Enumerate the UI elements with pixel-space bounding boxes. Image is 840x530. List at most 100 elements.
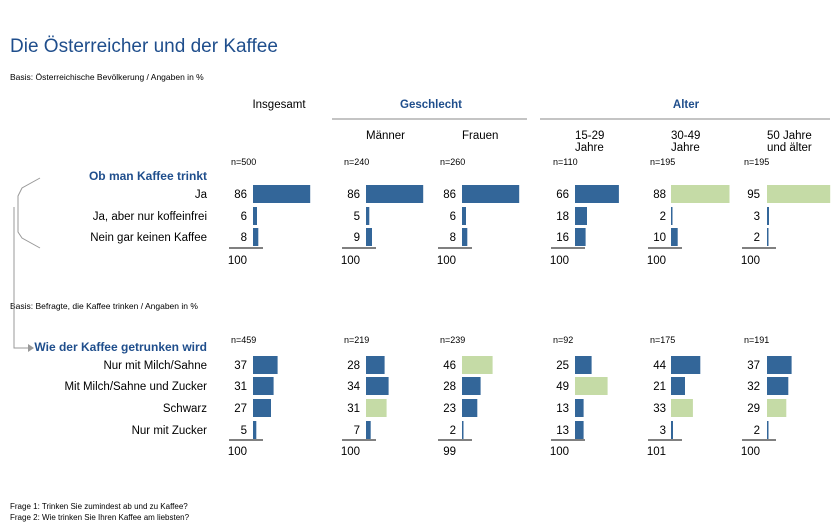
bar-0-1-2 [462,207,466,225]
value-label-1-2-2: 23 [443,403,456,415]
row-label-1-1: Mit Milch/Sahne und Zucker [64,381,207,393]
column-header-4-line-0: 30-49 [671,130,700,142]
bar-1-1-4 [671,377,685,395]
bar-1-3-0 [253,421,257,439]
bar-0-2-0 [253,228,259,246]
n-label-1-1: n=219 [344,335,369,345]
bar-1-2-4 [671,399,693,417]
total-label-1-1: 100 [341,446,360,458]
value-label-0-1-1: 5 [354,211,360,223]
n-label-1-2: n=239 [440,335,465,345]
value-label-1-0-4: 44 [653,360,666,372]
value-label-0-2-1: 9 [354,232,360,244]
group-header-geschlecht: Geschlecht [400,99,462,111]
connector-arrow-icon [28,344,34,352]
footnote-2: Frage 2: Wie trinken Sie Ihren Kaffee am… [10,513,190,522]
value-label-1-1-4: 21 [653,381,666,393]
total-label-1-3: 100 [550,446,569,458]
value-label-1-1-3: 49 [556,381,569,393]
column-header-4-line-1: Jahre [671,142,700,154]
value-label-1-0-5: 37 [747,360,760,372]
row-label-0-2: Nein gar keinen Kaffee [90,232,207,244]
bar-0-1-3 [575,207,587,225]
total-label-0-3: 100 [550,255,569,267]
n-label-1-4: n=175 [650,335,675,345]
value-label-0-0-3: 66 [556,189,569,201]
value-label-1-2-1: 31 [347,403,360,415]
value-label-1-3-3: 13 [556,425,569,437]
basis-note-1: Basis: Österreichische Bevölkerung / Ang… [10,72,204,82]
value-label-0-1-5: 3 [754,211,760,223]
value-label-0-2-0: 8 [241,232,247,244]
n-label-0-3: n=110 [553,157,578,167]
value-label-1-3-0: 5 [241,425,247,437]
value-label-0-2-3: 16 [556,232,569,244]
value-label-0-2-4: 10 [653,232,666,244]
section-heading-0: Ob man Kaffee trinkt [89,169,207,183]
bar-0-1-0 [253,207,257,225]
bar-1-1-1 [366,377,389,395]
value-label-0-0-0: 86 [234,189,247,201]
value-label-1-2-4: 33 [653,403,666,415]
n-label-0-2: n=260 [440,157,465,167]
page-title: Die Österreicher und der Kaffee [10,36,278,57]
bar-0-0-3 [575,185,619,203]
bar-0-2-1 [366,228,372,246]
value-label-1-1-5: 32 [747,381,760,393]
value-label-1-0-2: 46 [443,360,456,372]
bar-0-1-4 [671,207,673,225]
bar-1-1-3 [575,377,608,395]
value-label-1-3-2: 2 [450,425,456,437]
total-label-0-0: 100 [228,255,247,267]
bar-1-2-3 [575,399,584,417]
value-label-1-0-0: 37 [234,360,247,372]
bar-0-2-3 [575,228,586,246]
group-header-alter: Alter [673,99,700,111]
connector-path [13,207,30,349]
bar-1-0-5 [767,356,792,374]
bar-0-1-1 [366,207,370,225]
value-label-1-3-1: 7 [354,425,360,437]
n-label-1-0: n=459 [231,335,256,345]
row-label-1-0: Nur mit Milch/Sahne [103,360,207,372]
row-label-1-3: Nur mit Zucker [132,425,208,437]
bar-1-2-2 [462,399,478,417]
bar-1-3-2 [462,421,464,439]
value-label-1-0-3: 25 [556,360,569,372]
bar-1-1-0 [253,377,274,395]
value-label-1-3-5: 2 [754,425,760,437]
bar-0-1-5 [767,207,769,225]
total-label-0-5: 100 [741,255,760,267]
bar-0-0-5 [767,185,831,203]
value-label-1-2-3: 13 [556,403,569,415]
row-label-1-2: Schwarz [163,403,207,415]
column-header-insgesamt: Insgesamt [252,99,306,111]
value-label-1-2-0: 27 [234,403,247,415]
bar-0-0-2 [462,185,520,203]
n-label-1-5: n=191 [744,335,769,345]
total-label-1-4: 101 [647,446,666,458]
n-label-0-5: n=195 [744,157,769,167]
bar-1-1-5 [767,377,789,395]
value-label-0-2-2: 8 [450,232,456,244]
bar-1-0-0 [253,356,278,374]
bar-1-1-2 [462,377,481,395]
n-label-0-1: n=240 [344,157,369,167]
total-label-0-2: 100 [437,255,456,267]
bar-0-2-2 [462,228,468,246]
bar-1-0-1 [366,356,385,374]
bar-1-3-5 [767,421,769,439]
row-label-0-1: Ja, aber nur koffeinfrei [93,211,207,223]
bar-1-0-3 [575,356,592,374]
bar-1-3-3 [575,421,584,439]
basis-note-2: Basis: Befragte, die Kaffee trinken / An… [10,301,198,311]
bar-1-2-1 [366,399,387,417]
value-label-1-1-1: 34 [347,381,360,393]
value-label-0-1-0: 6 [241,211,247,223]
bar-1-3-4 [671,421,673,439]
value-label-0-0-5: 95 [747,189,760,201]
column-header-2-line-0: Frauen [462,130,498,142]
value-label-1-2-5: 29 [747,403,760,415]
column-header-3-line-1: Jahre [575,142,604,154]
